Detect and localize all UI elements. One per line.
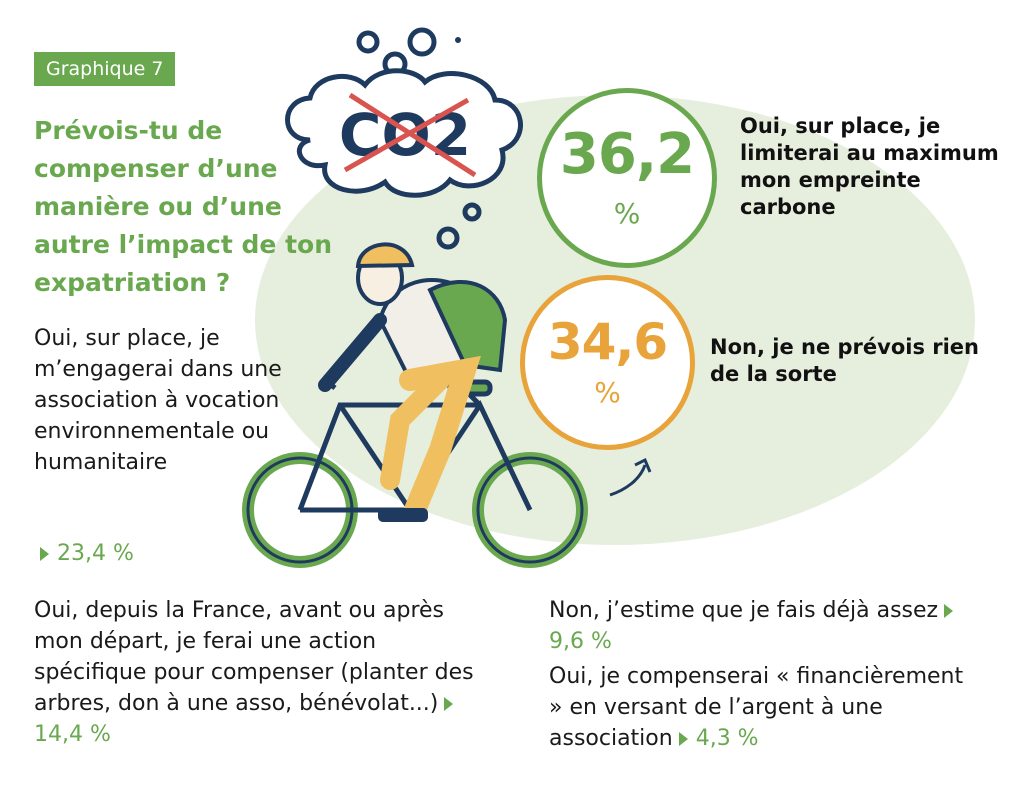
chart-tag: Graphique 7 [34,52,176,86]
category-label: Oui, depuis la France, avant ou après mo… [34,598,474,716]
bubble-icon [462,202,482,222]
cyclist-illustration: CO2 [242,27,652,568]
bubble-icon [356,30,380,54]
data-label: 36,2 [559,122,695,187]
triangle-icon [40,547,49,561]
answer-block: Oui, je compenserai « financièrement » e… [549,661,979,754]
chart-title: Prévois-tu de compenser d’une manière ou… [34,116,333,297]
cross-icon [348,92,477,178]
answer-block: Oui, depuis la France, avant ou après mo… [34,595,494,750]
triangle-icon [678,732,688,746]
triangle-icon [444,697,454,711]
data-label: 14,4 % [34,722,111,747]
category-label: Oui, sur place, je m’engagerai dans une … [34,326,282,475]
data-label: 9,6 % [549,629,612,654]
beanie-icon [355,242,415,269]
stat-circle-green: 36,2 % [537,88,717,268]
data-label-row: 23,4 % [34,538,134,569]
category-label: Oui, je compenserai « financièrement » e… [549,664,964,751]
unit-label: % [613,197,641,230]
data-label: 34,6 [547,313,668,371]
category-label: Non, j’estime que je fais déjà assez [549,598,939,623]
data-label: 23,4 % [57,541,134,566]
data-label: 4,3 % [695,726,759,751]
arrow-icon [609,464,647,497]
category-label: Non, je ne prévois rien de la sorte [710,335,980,386]
backpack-icon [427,279,508,373]
answer-block: Non, j’estime que je fais déjà assez 9,6 … [549,595,979,657]
bubble-icon [436,226,460,250]
category-label: Oui, sur place, je limiterai au maximum … [740,114,999,219]
bubble-icon [407,27,437,57]
cyclist-figure [318,242,508,522]
triangle-icon [944,604,954,618]
unit-label: % [594,376,621,409]
stat-circle-orange: 34,6 % [520,275,695,450]
